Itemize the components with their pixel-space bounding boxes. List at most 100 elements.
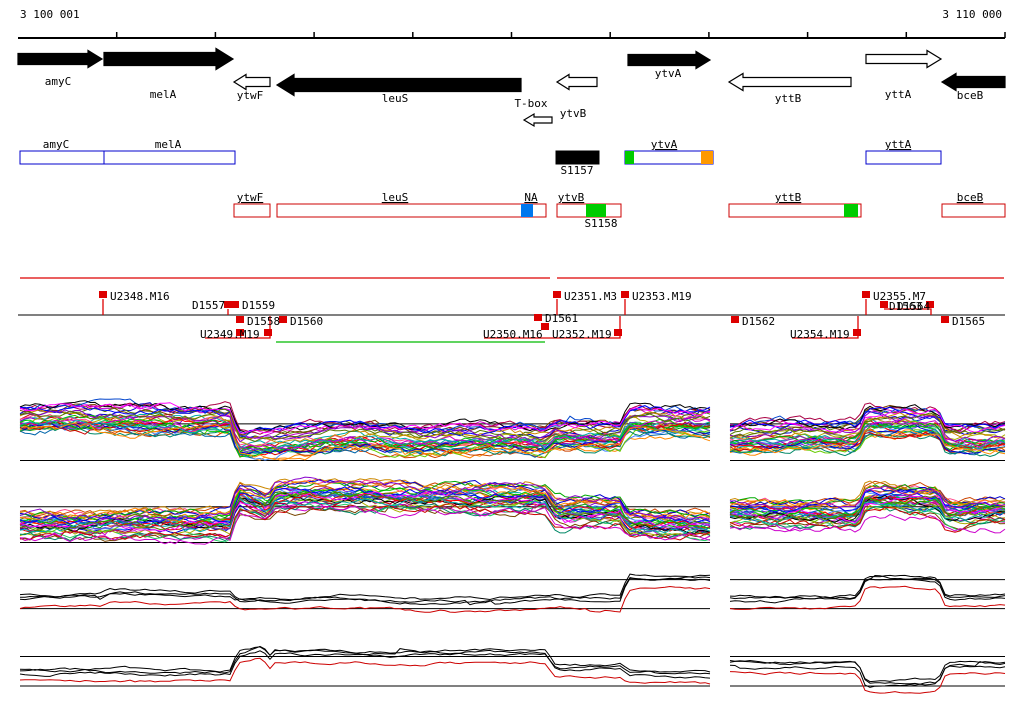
- gene-label-ytvA: ytvA: [655, 67, 682, 80]
- probe-label-U2353.M19[interactable]: U2353.M19: [632, 290, 692, 303]
- gene-arrow-ytvA[interactable]: [627, 50, 712, 70]
- gene-label-amyC: amyC: [45, 75, 72, 88]
- probe-label-U2354.M19[interactable]: U2354.M19: [790, 328, 850, 341]
- gene-arrow-yttB[interactable]: [727, 72, 852, 92]
- probe-flag[interactable]: [236, 329, 244, 336]
- probe-label-U2352.M19[interactable]: U2352.M19: [552, 328, 612, 341]
- probe-flag[interactable]: [236, 316, 244, 323]
- gene-arrow-yttA[interactable]: [865, 49, 943, 69]
- feature-box-yttB-transcript[interactable]: [728, 203, 862, 218]
- expression-series: [19, 401, 711, 435]
- probe-label-D1564[interactable]: D1564: [897, 300, 930, 313]
- probe-label-D1561[interactable]: D1561: [545, 312, 578, 325]
- feature-box-melA-transcript[interactable]: [103, 150, 236, 165]
- expression-series: [729, 501, 1006, 525]
- expression-series: [729, 495, 1006, 524]
- probe-red-segment: [205, 316, 271, 339]
- probe-flag[interactable]: [231, 301, 239, 308]
- probe-red-segment: [792, 316, 859, 339]
- probe-label-U2349.M19[interactable]: U2349.M19: [200, 328, 260, 341]
- feature-box-amyC-transcript[interactable]: [19, 150, 105, 165]
- probe-flag[interactable]: [880, 301, 888, 308]
- probe-label-U2355.M7[interactable]: U2355.M7: [873, 290, 926, 303]
- gene-arrow-ytwF[interactable]: [232, 73, 271, 91]
- probe-flag[interactable]: [731, 316, 739, 323]
- probe-label-D1557[interactable]: D1557: [192, 299, 225, 312]
- gene-label-ytwF: ytwF: [237, 89, 264, 102]
- feature-label-NA[interactable]: NA: [524, 191, 538, 204]
- probe-flag[interactable]: [534, 314, 542, 321]
- probe-label-D1565[interactable]: D1565: [952, 315, 985, 328]
- expression-series: [19, 480, 711, 519]
- gene-arrow-bceB[interactable]: [940, 72, 1006, 92]
- feature-box-leuS-transcript[interactable]: [276, 203, 547, 218]
- expression-series: [19, 650, 711, 679]
- gene-arrow-amyC[interactable]: [17, 49, 104, 69]
- feature-label-ytvB[interactable]: ytvB: [558, 191, 585, 204]
- feature-label-leuS[interactable]: leuS: [382, 191, 409, 204]
- feature-segment: [586, 204, 606, 217]
- gene-label-ytvB: ytvB: [560, 107, 587, 120]
- probe-flag[interactable]: [862, 291, 870, 298]
- feature-label-ytwF[interactable]: ytwF: [237, 191, 264, 204]
- expression-series: [729, 577, 1006, 600]
- gene-arrow-ytvB[interactable]: [555, 73, 598, 91]
- expression-series: [19, 503, 711, 542]
- feature-box-S1157-feature[interactable]: [555, 150, 600, 165]
- expression-series: [19, 645, 711, 675]
- probe-label-U2350.M16[interactable]: U2350.M16: [483, 328, 543, 341]
- feature-label-ytvA[interactable]: ytvA: [651, 138, 678, 151]
- probe-label-D1558[interactable]: D1558: [247, 315, 280, 328]
- probe-label-D1559[interactable]: D1559: [242, 299, 275, 312]
- gene-label-T-box: T-box: [514, 97, 547, 110]
- probe-flag[interactable]: [621, 291, 629, 298]
- expression-series: [19, 409, 711, 443]
- expression-series: [19, 498, 711, 538]
- probe-label-U2348.M16[interactable]: U2348.M16: [110, 290, 170, 303]
- probe-label-U2351.M3[interactable]: U2351.M3: [564, 290, 617, 303]
- expression-series: [729, 659, 1006, 683]
- probe-flag[interactable]: [614, 329, 622, 336]
- feature-box-ytvA-transcript[interactable]: [624, 150, 714, 165]
- probe-flag[interactable]: [279, 316, 287, 323]
- expression-series: [729, 410, 1006, 443]
- expression-series: [729, 671, 1006, 694]
- gene-arrow-melA[interactable]: [103, 47, 235, 71]
- feature-label-bceB[interactable]: bceB: [957, 191, 984, 204]
- gene-arrow-T-box[interactable]: [522, 112, 553, 128]
- gene-label-melA: melA: [150, 88, 177, 101]
- probe-flag[interactable]: [224, 301, 232, 308]
- gene-label-leuS: leuS: [382, 92, 409, 105]
- expression-series: [19, 422, 711, 461]
- probe-label-D1560[interactable]: D1560: [290, 315, 323, 328]
- feature-box-bceB-transcript[interactable]: [941, 203, 1006, 218]
- probe-label-D1563[interactable]: D1563: [889, 300, 922, 313]
- probe-flag[interactable]: [541, 323, 549, 330]
- expression-series: [19, 424, 711, 459]
- probe-flag[interactable]: [853, 329, 861, 336]
- probe-flag[interactable]: [941, 316, 949, 323]
- expression-series: [19, 502, 711, 541]
- expression-series: [19, 486, 711, 523]
- probe-flag[interactable]: [99, 291, 107, 298]
- feature-box-yttA-transcript[interactable]: [865, 150, 942, 165]
- expression-series: [19, 576, 711, 606]
- gene-arrow-leuS[interactable]: [275, 73, 522, 97]
- expression-series: [729, 480, 1006, 509]
- feature-box-ytwF-transcript[interactable]: [233, 203, 271, 218]
- expression-series: [19, 577, 711, 605]
- probe-label-D1562[interactable]: D1562: [742, 315, 775, 328]
- feature-label-yttB[interactable]: yttB: [775, 191, 802, 204]
- expression-series: [729, 408, 1006, 434]
- probe-flag[interactable]: [553, 291, 561, 298]
- probe-flag[interactable]: [926, 301, 934, 308]
- coordinate-start: 3 100 001: [20, 8, 80, 21]
- expression-series: [729, 574, 1006, 604]
- feature-segment: [625, 151, 634, 164]
- probe-flag[interactable]: [264, 329, 272, 336]
- feature-label-yttA[interactable]: yttA: [885, 138, 912, 151]
- expression-series: [729, 485, 1006, 509]
- expression-series: [729, 485, 1006, 511]
